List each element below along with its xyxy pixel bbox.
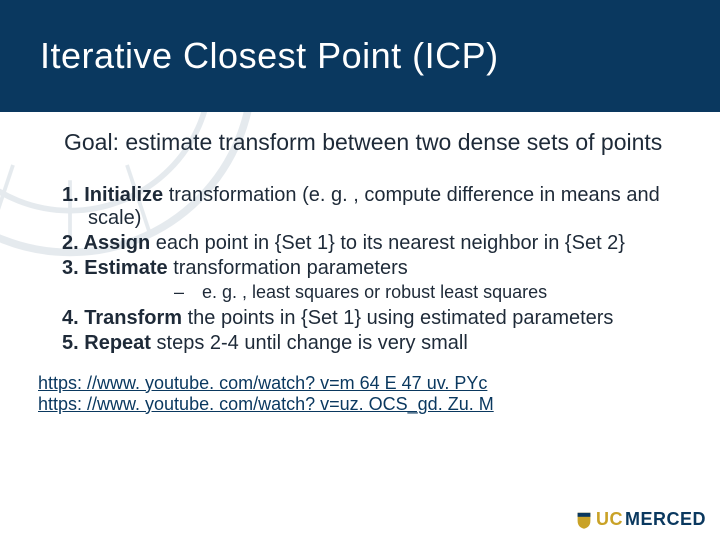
- video-link-2[interactable]: https: //www. youtube. com/watch? v=uz. …: [38, 394, 680, 415]
- step-1-kw: Initialize: [84, 184, 163, 206]
- step-3: Estimate transformation parameters: [38, 257, 680, 280]
- step-1: Initialize transformation (e. g. , compu…: [38, 184, 680, 230]
- step-5-kw: Repeat: [84, 332, 151, 354]
- step-2-kw: Assign: [84, 232, 151, 254]
- step-3-kw: Estimate: [84, 257, 167, 279]
- content-area: Goal: estimate transform between two den…: [0, 112, 720, 415]
- step-5: Repeat steps 2-4 until change is very sm…: [38, 332, 680, 355]
- step-3-sub: –e. g. , least squares or robust least s…: [64, 282, 680, 303]
- logo-merced-text: MERCED: [625, 509, 706, 530]
- logo-uc-text: UC: [596, 509, 623, 530]
- slide: A LE Iterative Closest Point (ICP) Goal:…: [0, 0, 720, 540]
- step-2-rest: each point in {Set 1} to its nearest nei…: [156, 232, 625, 254]
- steps-list: Initialize transformation (e. g. , compu…: [38, 184, 680, 280]
- slide-title: Iterative Closest Point (ICP): [40, 35, 499, 77]
- step-2: Assign each point in {Set 1} to its near…: [38, 232, 680, 255]
- title-band: Iterative Closest Point (ICP): [0, 0, 720, 112]
- steps-list-cont: Transform the points in {Set 1} using es…: [38, 307, 680, 355]
- video-link-1[interactable]: https: //www. youtube. com/watch? v=m 64…: [38, 373, 680, 394]
- step-4-rest: the points in {Set 1} using estimated pa…: [188, 307, 614, 329]
- uc-merced-logo: UCMERCED: [576, 509, 706, 530]
- shield-icon: [576, 511, 592, 529]
- step-1-rest: transformation (e. g. , compute differen…: [88, 184, 660, 229]
- step-3-rest: transformation parameters: [173, 257, 408, 279]
- step-3-sub-text: e. g. , least squares or robust least sq…: [202, 282, 547, 302]
- step-4: Transform the points in {Set 1} using es…: [38, 307, 680, 330]
- step-4-kw: Transform: [84, 307, 182, 329]
- goal-text: Goal: estimate transform between two den…: [64, 130, 680, 156]
- step-5-rest: steps 2-4 until change is very small: [157, 332, 468, 354]
